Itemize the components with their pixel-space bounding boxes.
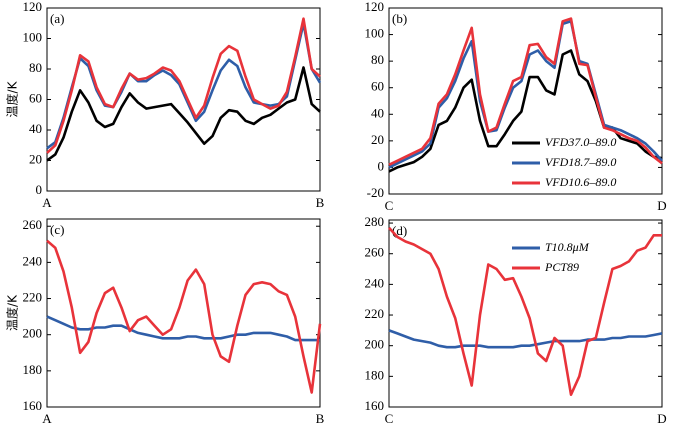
series-line [46,239,322,394]
x-tick-label: C [385,198,394,213]
y-tick-label: 60 [29,90,42,105]
y-tick-label: 40 [29,121,42,136]
x-tick-label: B [316,411,325,426]
y-tick-label: 200 [23,326,43,341]
panel-label: (b) [392,11,407,26]
y-tick-label: 20 [29,151,42,166]
y-tick-label: 240 [23,253,43,268]
y-tick-label: 280 [365,214,385,229]
y-tick-label: 40 [371,105,384,120]
y-tick-label: 0 [36,182,43,197]
y-tick-label: 80 [371,52,384,67]
series-line [388,329,663,349]
legend-label: VFD37.0–89.0 [545,135,616,149]
x-tick-label: B [316,195,325,210]
plot-frame [46,218,321,408]
legend-label: VFD10.6–89.0 [545,175,616,189]
y-tick-label: 220 [23,290,43,305]
series-line [46,315,320,342]
series-line [46,22,322,150]
x-tick-label: D [657,411,666,426]
y-tick-label: 180 [365,367,385,382]
panel-label: (c) [50,222,64,237]
y-tick-label: 120 [23,0,43,14]
panel-label: (a) [50,11,64,26]
panel-label: (d) [392,223,407,238]
x-tick-label: A [42,411,52,426]
series-line [46,17,321,154]
y-tick-label: 60 [371,79,384,94]
y-tick-label: 20 [371,132,384,147]
y-tick-label: 100 [365,26,385,41]
plot-frame [388,219,663,408]
x-tick-label: C [385,411,394,426]
y-tick-label: 260 [23,217,43,232]
y-tick-label: 0 [378,158,385,173]
y-tick-label: 160 [23,398,43,413]
y-axis-label: 温度/K [5,294,20,331]
series-line [388,226,662,396]
y-tick-label: 80 [29,60,42,75]
y-tick-label: -20 [367,185,384,200]
y-tick-label: 120 [365,0,385,14]
y-tick-label: 260 [365,245,385,260]
plot-frame [388,7,663,195]
y-axis-label: 温度/K [5,80,20,117]
plot-frame [46,7,321,192]
legend-label: PCT89 [544,260,579,274]
x-tick-label: A [42,195,52,210]
y-tick-label: 100 [23,29,43,44]
legend-label: T10.8μM [545,240,590,254]
y-tick-label: 200 [365,337,385,352]
y-tick-label: 240 [365,275,385,290]
x-tick-label: D [657,198,666,213]
y-tick-label: 220 [365,306,385,321]
series-line [46,66,321,162]
series-line [388,17,663,166]
y-tick-label: 160 [365,398,385,413]
legend-label: VFD18.7–89.0 [545,155,616,169]
y-tick-label: 180 [23,362,43,377]
